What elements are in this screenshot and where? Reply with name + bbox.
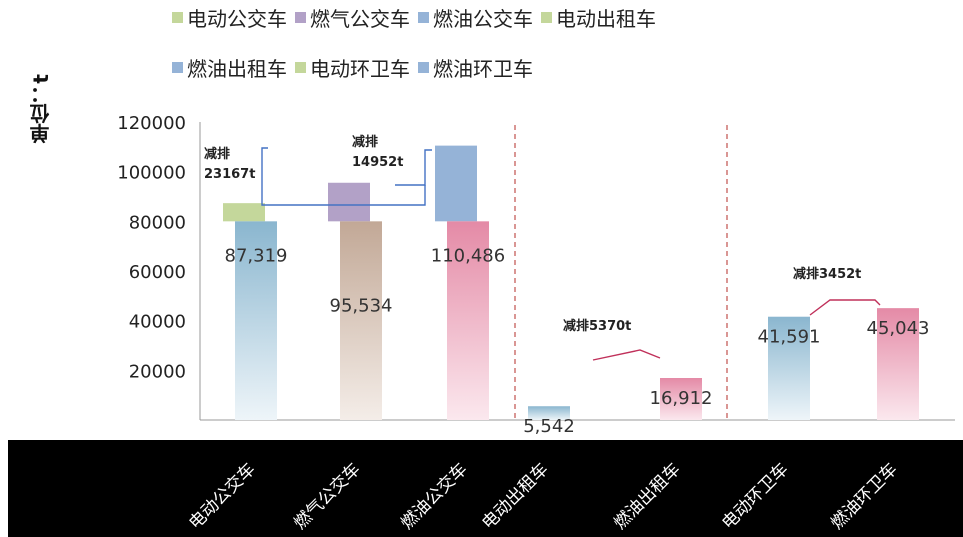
legend-item-r2-2: 燃油环卫车 — [418, 53, 533, 82]
x-tick-label: 燃油环卫车 — [827, 459, 901, 533]
legend-swatch — [295, 61, 306, 73]
y-tick-label: 80000 — [129, 212, 186, 233]
bar — [340, 221, 382, 420]
bar — [235, 221, 277, 420]
x-tick-label: 燃气公交车 — [290, 459, 364, 533]
legend-row-2: 燃油出租车 电动环卫车 燃油环卫车 — [172, 52, 541, 82]
annotation-label: 减排5370t — [563, 318, 631, 334]
annotation-label: 减排3452t — [793, 266, 861, 282]
x-tick-label: 电动公交车 — [185, 459, 259, 533]
y-tick-label: 100000 — [117, 163, 186, 184]
legend-swatch — [172, 11, 183, 23]
legend-swatch — [418, 61, 429, 73]
legend-swatch — [541, 11, 552, 23]
annotation-label: 减排 — [204, 146, 230, 162]
bar — [447, 221, 489, 420]
annotation-label: 减排 — [352, 134, 378, 150]
bar-value-label: 95,534 — [330, 295, 393, 316]
x-tick-label: 燃油公交车 — [397, 459, 471, 533]
bar — [877, 308, 919, 420]
annotation-label: 14952t — [352, 155, 403, 170]
legend-item-r1-2: 燃油公交车 — [418, 3, 533, 32]
legend-label: 燃油环卫车 — [433, 56, 533, 81]
legend-label: 燃油出租车 — [187, 56, 287, 81]
annotation-brace — [592, 349, 661, 361]
bar — [768, 316, 810, 420]
bar-top-segment — [328, 182, 370, 222]
legend-item-r2-0: 燃油出租车 — [172, 53, 287, 82]
bar-top-segment — [223, 203, 265, 222]
legend-item-r1-3: 电动出租车 — [541, 3, 656, 32]
legend-label: 电动公交车 — [187, 6, 287, 31]
bar-value-label: 5,542 — [523, 416, 575, 437]
bar-value-label: 87,319 — [225, 245, 288, 266]
y-tick-label: 120000 — [117, 113, 186, 134]
legend-item-r2-1: 电动环卫车 — [295, 53, 410, 82]
annotation-brace — [261, 147, 426, 206]
legend-row-1: 电动公交车 燃气公交车 燃油公交车 电动出租车 — [172, 2, 664, 32]
bar — [660, 378, 702, 420]
bar-top-segment — [435, 145, 477, 222]
annotation-label: 23167t — [204, 167, 255, 182]
bar-value-label: 41,591 — [758, 327, 821, 348]
legend-swatch — [172, 61, 183, 73]
legend-label: 电动出租车 — [556, 6, 656, 31]
y-tick-label: 20000 — [129, 361, 186, 382]
bar-value-label: 45,043 — [867, 318, 930, 339]
legend-label: 燃气公交车 — [310, 6, 410, 31]
legend-item-r1-0: 电动公交车 — [172, 3, 287, 32]
legend-item-r1-1: 燃气公交车 — [295, 3, 410, 32]
y-tick-label: 60000 — [129, 262, 186, 283]
x-axis-label-band — [8, 440, 963, 537]
x-tick-label: 燃油出租车 — [610, 459, 684, 533]
y-tick-label: 40000 — [129, 312, 186, 333]
legend-label: 燃油公交车 — [433, 6, 533, 31]
x-tick-label: 电动环卫车 — [718, 459, 792, 533]
bar-value-label: 16,912 — [650, 388, 713, 409]
annotation-brace — [395, 149, 432, 186]
bar — [528, 406, 570, 420]
annotation-brace — [809, 299, 881, 316]
legend-swatch — [295, 11, 306, 23]
x-tick-label: 电动出租车 — [478, 459, 552, 533]
legend-label: 电动环卫车 — [310, 56, 410, 81]
legend-swatch — [418, 11, 429, 23]
bar-value-label: 110,486 — [431, 245, 505, 266]
